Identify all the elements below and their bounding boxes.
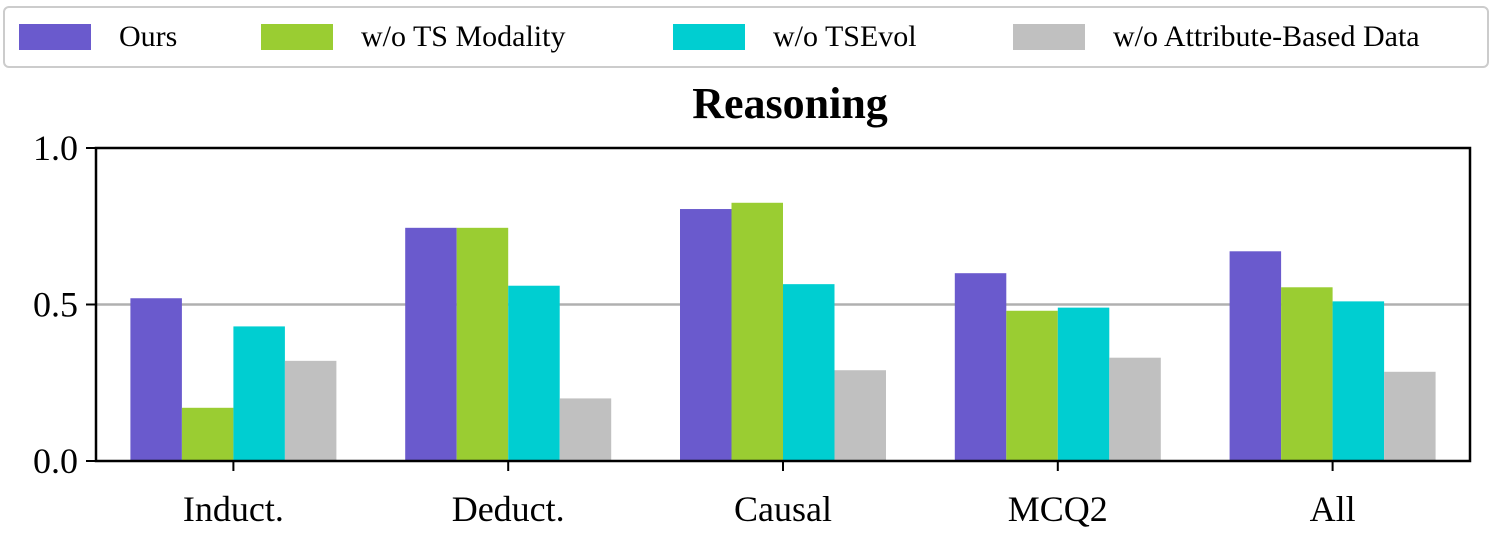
bar-2-3 (1057, 307, 1110, 461)
x-tick-label: Causal (734, 489, 832, 529)
legend-item-no-tsevol: w/o TSEvol (673, 8, 917, 66)
y-tick-label: 0.5 (33, 285, 78, 325)
legend-item-no-attribute-data: w/o Attribute-Based Data (1013, 8, 1420, 66)
legend-swatch-no-ts-modality (261, 24, 333, 50)
chart-title: Reasoning (692, 79, 888, 128)
bar-2-1 (508, 285, 560, 461)
legend: Ours w/o TS Modality w/o TSEvol w/o Attr… (3, 6, 1489, 68)
bar-2-0 (233, 326, 285, 461)
legend-item-ours: Ours (19, 8, 177, 66)
bar-3-4 (1384, 371, 1436, 461)
bar-2-2 (783, 284, 835, 461)
bar-0-1 (405, 227, 457, 461)
legend-swatch-no-tsevol (673, 24, 745, 50)
bar-0-3 (954, 273, 1007, 461)
x-tick-label: Deduct. (452, 489, 565, 529)
bar-3-0 (284, 360, 337, 461)
bar-3-1 (559, 398, 612, 461)
bar-2-4 (1332, 301, 1385, 461)
bar-1-1 (456, 227, 509, 461)
bar-1-0 (181, 407, 234, 461)
x-tick-label: All (1310, 489, 1356, 529)
bar-1-3 (1006, 310, 1058, 461)
legend-label-no-tsevol: w/o TSEvol (773, 20, 917, 53)
bar-3-3 (1109, 357, 1161, 461)
legend-swatch-no-attribute-data (1013, 24, 1085, 50)
x-tick-label: Induct. (183, 489, 284, 529)
legend-label-ours: Ours (119, 20, 178, 53)
legend-item-no-ts-modality: w/o TS Modality (261, 8, 565, 66)
legend-label-no-ts-modality: w/o TS Modality (361, 20, 566, 53)
bar-3-2 (834, 370, 886, 461)
plot-frame (94, 146, 1472, 463)
x-tick-label: MCQ2 (1008, 489, 1108, 529)
y-tick-label: 0.0 (33, 441, 78, 481)
legend-swatch-ours (19, 24, 91, 50)
legend-label-no-attribute-data: w/o Attribute-Based Data (1113, 20, 1420, 53)
y-tick-label: 1.0 (33, 128, 78, 168)
bar-1-4 (1281, 287, 1333, 461)
bar-0-4 (1229, 251, 1282, 461)
bar-1-2 (731, 202, 783, 461)
bar-0-2 (680, 209, 732, 461)
bar-0-0 (130, 298, 182, 461)
